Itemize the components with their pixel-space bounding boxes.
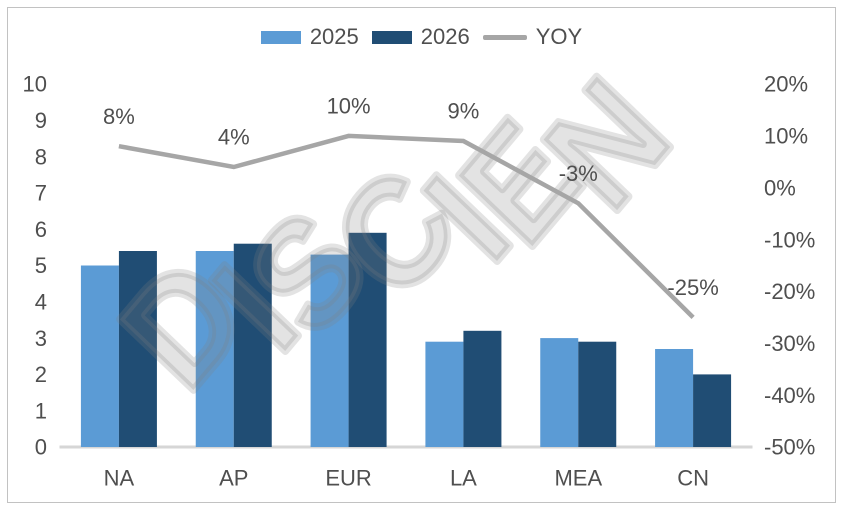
legend-line-swatch-yoy <box>482 34 527 40</box>
bar-2025-EUR <box>310 254 349 447</box>
right-axis-tick-10%: 10% <box>764 124 808 149</box>
bar-2026-AP <box>233 243 272 447</box>
legend-item-yoy: YOY <box>482 24 583 50</box>
legend-swatch-2026 <box>371 30 412 44</box>
left-axis-tick-4: 4 <box>35 290 47 315</box>
left-axis-tick-2: 2 <box>35 362 47 387</box>
bar-2026-CN <box>693 374 732 447</box>
category-label-MEA: MEA <box>554 466 602 491</box>
bar-2025-LA <box>425 341 464 447</box>
yoy-data-label-NA: 8% <box>103 104 135 129</box>
legend-item-2025: 2025 <box>260 24 359 50</box>
right-axis-tick--50%: -50% <box>764 435 815 460</box>
watermark-text: DISCIEN <box>70 24 718 446</box>
yoy-data-label-CN: -25% <box>667 275 718 300</box>
legend-item-2026: 2026 <box>371 24 470 50</box>
category-label-NA: NA <box>104 466 135 491</box>
yoy-line <box>118 133 695 319</box>
legend-label-2026: 2026 <box>420 24 470 49</box>
left-axis-tick-7: 7 <box>35 181 47 206</box>
legend: 2025 2026 YOY <box>0 24 843 50</box>
bar-2025-AP <box>195 251 234 447</box>
bar-2025-NA <box>80 265 119 447</box>
right-axis-tick--20%: -20% <box>764 279 815 304</box>
bar-2026-MEA <box>578 341 617 447</box>
left-axis-tick-10: 10 <box>23 72 47 97</box>
yoy-data-label-MEA: -3% <box>559 161 598 186</box>
right-axis-tick-20%: 20% <box>764 72 808 97</box>
left-axis-tick-1: 1 <box>35 398 47 423</box>
category-label-CN: CN <box>677 466 709 491</box>
category-label-AP: AP <box>219 466 248 491</box>
left-axis-tick-3: 3 <box>35 326 47 351</box>
left-axis-tick-6: 6 <box>35 217 47 242</box>
bar-2026-NA <box>118 251 157 447</box>
left-axis-tick-8: 8 <box>35 144 47 169</box>
left-axis-tick-0: 0 <box>35 435 47 460</box>
right-axis-tick--10%: -10% <box>764 227 815 252</box>
bar-2025-CN <box>655 349 694 447</box>
yoy-data-label-LA: 9% <box>448 99 480 124</box>
legend-label-2025: 2025 <box>309 24 359 49</box>
category-label-EUR: EUR <box>325 466 371 491</box>
legend-label-yoy: YOY <box>535 24 583 49</box>
category-label-LA: LA <box>450 466 477 491</box>
bar-2026-LA <box>463 330 502 447</box>
legend-swatch-2025 <box>260 30 301 44</box>
yoy-data-label-EUR: 10% <box>327 94 371 119</box>
right-axis-tick--40%: -40% <box>764 383 815 408</box>
left-axis-tick-5: 5 <box>35 253 47 278</box>
bar-2025-MEA <box>540 338 579 447</box>
left-axis-tick-9: 9 <box>35 108 47 133</box>
right-axis-tick-0%: 0% <box>764 175 796 200</box>
right-axis-tick--30%: -30% <box>764 331 815 356</box>
yoy-data-label-AP: 4% <box>218 125 250 150</box>
bar-2026-EUR <box>348 232 387 447</box>
